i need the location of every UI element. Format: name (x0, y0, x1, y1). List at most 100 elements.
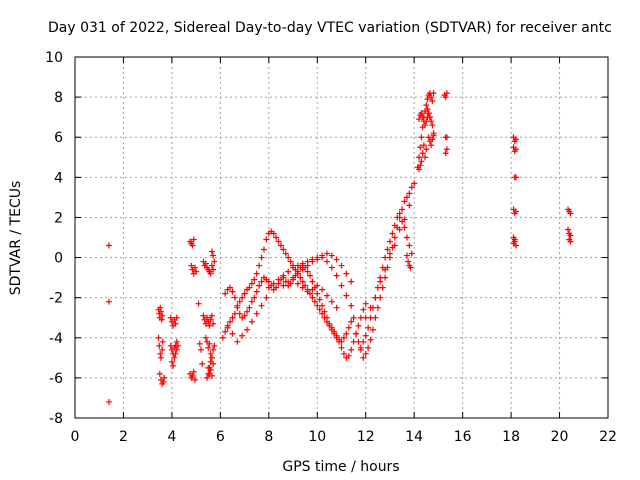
y-tick-label: 8 (54, 90, 63, 106)
data-point (156, 370, 163, 377)
data-point (348, 302, 355, 309)
data-point (319, 302, 326, 309)
data-point (159, 312, 166, 319)
data-point (343, 270, 350, 277)
data-point (321, 308, 328, 315)
data-point (294, 262, 301, 269)
data-point (423, 146, 430, 153)
data-point (210, 266, 217, 273)
data-point (248, 318, 255, 325)
data-point (208, 372, 215, 379)
data-point (290, 274, 297, 281)
data-point (340, 350, 347, 357)
data-point (323, 258, 330, 265)
data-point (253, 288, 260, 295)
data-point (416, 166, 423, 173)
plot-frame (74, 56, 609, 419)
data-point (246, 304, 253, 311)
data-point (299, 266, 306, 273)
data-point (173, 346, 180, 353)
data-point (512, 208, 519, 215)
data-point (443, 134, 450, 141)
data-point (190, 368, 197, 375)
data-point (294, 270, 301, 277)
data-point (391, 234, 398, 241)
data-point (285, 254, 292, 261)
data-point (309, 258, 316, 265)
data-point (326, 320, 333, 327)
data-point (374, 284, 381, 291)
data-point (309, 286, 316, 293)
data-point (338, 262, 345, 269)
data-point (384, 246, 391, 253)
data-point (191, 264, 198, 271)
data-point (418, 158, 425, 165)
data-point (222, 290, 229, 297)
x-tick-label: 12 (357, 429, 375, 445)
data-point (158, 354, 165, 361)
data-point (405, 258, 412, 265)
data-point (160, 378, 167, 385)
data-point (158, 308, 165, 315)
data-point (171, 354, 178, 361)
data-point (408, 184, 415, 191)
data-point (265, 278, 272, 285)
data-point (424, 96, 431, 103)
data-point (244, 326, 251, 333)
data-point (403, 194, 410, 201)
data-point (353, 330, 360, 337)
data-point (429, 122, 436, 129)
data-point (442, 150, 449, 157)
data-point (260, 246, 267, 253)
data-point (270, 230, 277, 237)
data-point (319, 286, 326, 293)
data-point (396, 226, 403, 233)
data-point (299, 278, 306, 285)
data-point (416, 116, 423, 123)
data-point (273, 284, 280, 291)
data-point (263, 294, 270, 301)
data-point (211, 342, 218, 349)
data-point (229, 314, 236, 321)
grid (75, 57, 608, 418)
data-point (411, 180, 418, 187)
data-point (360, 306, 367, 313)
data-point (219, 334, 226, 341)
data-point (386, 238, 393, 245)
data-point (210, 252, 217, 259)
data-point (338, 344, 345, 351)
data-point (167, 314, 174, 321)
data-point (369, 326, 376, 333)
y-tick-label: 2 (54, 210, 63, 226)
data-point (207, 350, 214, 357)
x-tick-label: 22 (599, 429, 617, 445)
data-point (290, 264, 297, 271)
y-tick-label: -8 (49, 411, 63, 427)
data-point (323, 292, 330, 299)
x-tick-label: 16 (454, 429, 472, 445)
data-point (244, 308, 251, 315)
data-point (236, 298, 243, 305)
data-point (258, 278, 265, 285)
data-point (343, 292, 350, 299)
data-point (355, 322, 362, 329)
data-point (407, 264, 414, 271)
data-point (248, 280, 255, 287)
data-point (386, 250, 393, 257)
data-point (172, 320, 179, 327)
x-tick-label: 18 (502, 429, 520, 445)
data-point (208, 262, 215, 269)
data-point (328, 298, 335, 305)
data-point (195, 300, 202, 307)
data-point (425, 134, 432, 141)
data-point (511, 236, 518, 243)
data-point (428, 118, 435, 125)
data-point (156, 342, 163, 349)
data-point (246, 284, 253, 291)
data-point (234, 302, 241, 309)
data-point (304, 268, 311, 275)
data-point (372, 294, 379, 301)
data-point (333, 256, 340, 263)
data-point (200, 312, 207, 319)
